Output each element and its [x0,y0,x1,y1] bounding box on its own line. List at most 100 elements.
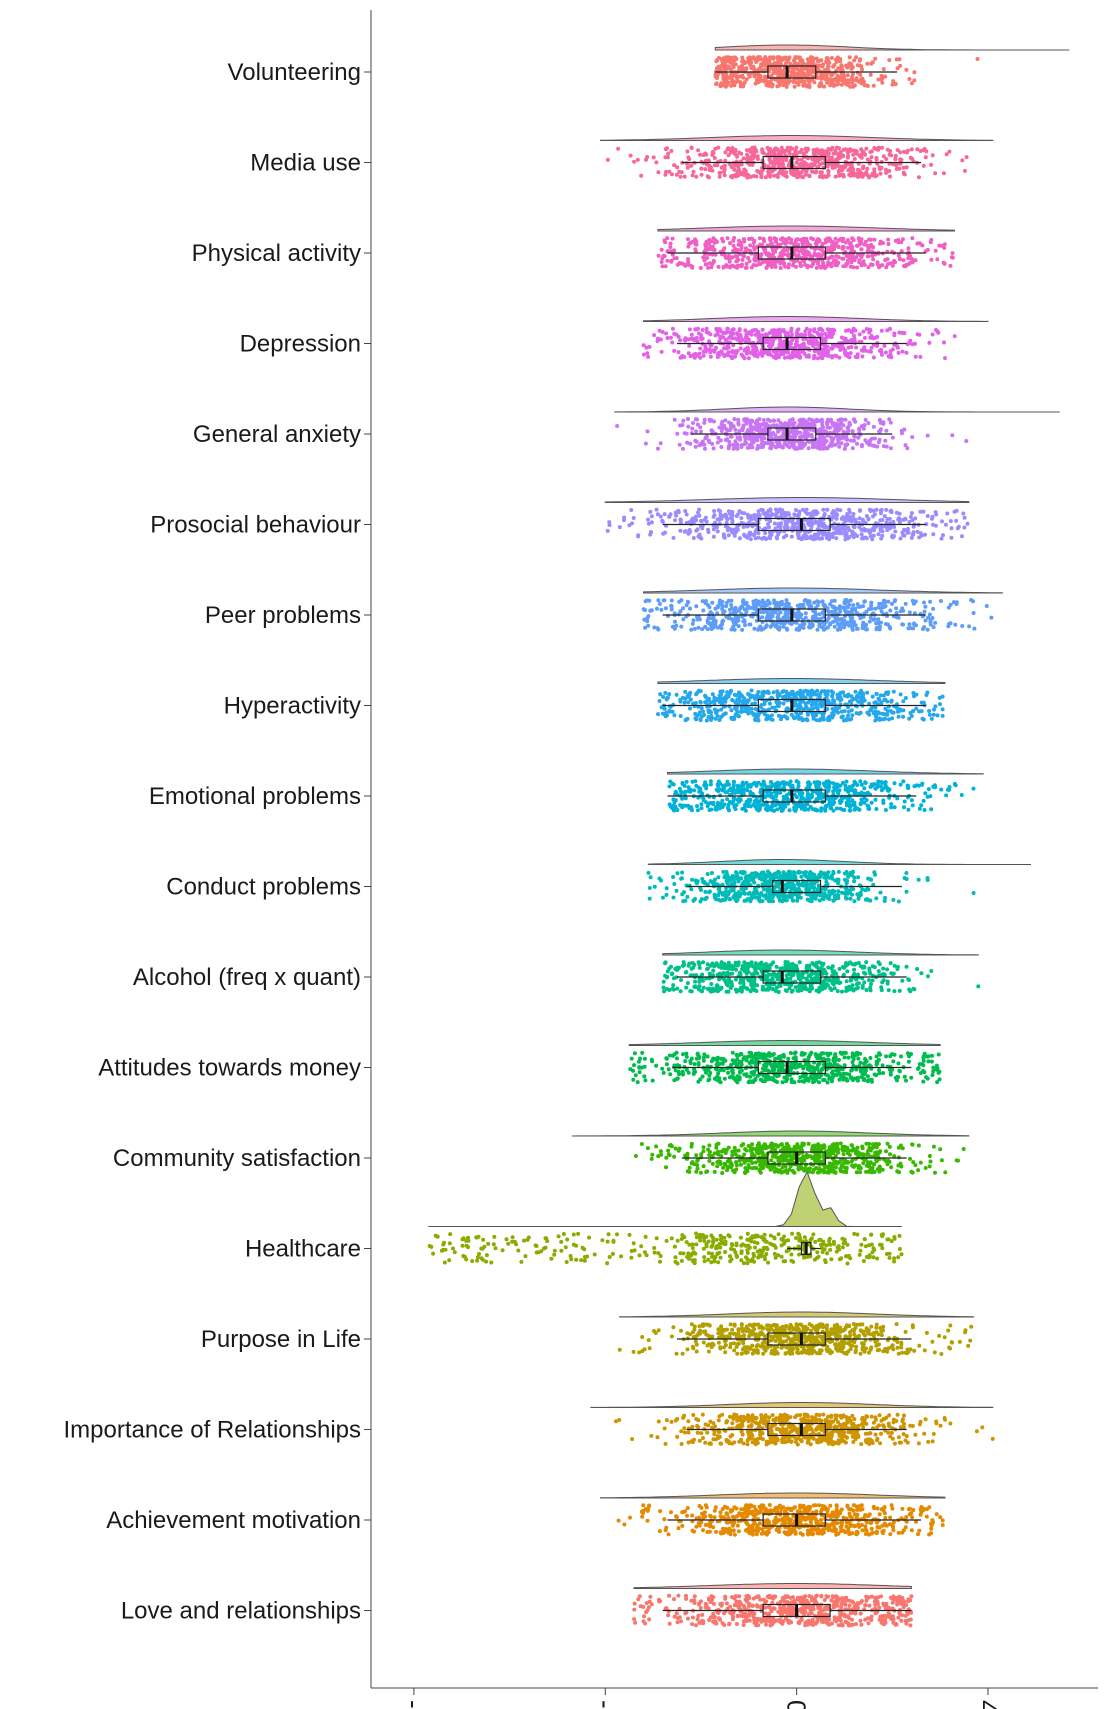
data-point [751,440,756,445]
data-point [858,508,862,513]
data-point [742,607,747,612]
data-point [735,527,740,532]
data-point [844,261,849,266]
data-point [768,79,773,84]
data-point [862,423,867,428]
data-point [865,61,870,66]
data-point [767,331,772,335]
data-point [872,237,877,242]
data-point [853,354,858,359]
data-point [791,263,795,268]
data-point [768,83,773,87]
data-point [852,434,857,439]
data-point [731,58,736,63]
data-point [816,261,820,266]
data-point [791,68,796,73]
data-point [816,348,821,353]
data-point [922,625,927,630]
data-point [906,246,911,251]
data-point [741,525,746,529]
data-point [812,329,817,334]
data-point [852,58,857,63]
density-cloud [599,135,994,141]
data-point [767,701,772,706]
data-point [838,77,843,82]
data-point [866,254,871,259]
data-point [816,710,821,715]
data-point [745,152,750,157]
data-point [887,516,892,521]
data-point [718,438,723,443]
data-point [850,625,855,630]
data-point [646,623,651,628]
data-point [798,55,802,60]
data-point [872,167,877,172]
data-point [869,155,874,160]
data-point [831,241,836,246]
data-point [931,606,936,611]
data-point [885,257,890,262]
data-point [757,351,762,356]
data-point [772,521,777,526]
data-point [950,255,955,260]
data-point [903,696,908,700]
data-point [835,512,839,517]
data-point [742,618,747,623]
data-point [686,155,691,160]
data-point [864,609,869,614]
data-point [812,158,817,163]
data-point [689,163,694,168]
data-point [654,160,659,165]
data-point [708,332,713,337]
data-point [960,534,964,539]
data-point [903,264,908,269]
data-point [693,444,698,449]
data-point [848,351,853,356]
data-point [904,350,909,355]
data-point [773,444,778,449]
data-point [810,169,815,174]
data-point [736,618,741,623]
density-cloud [599,1492,946,1499]
data-point [694,174,699,179]
data-point [846,605,850,610]
data-point [785,716,790,721]
data-point [781,624,786,629]
data-point [925,433,930,438]
data-point [663,606,668,611]
data-point [794,339,799,344]
data-point [920,716,925,721]
data-point [910,435,915,440]
data-point [838,59,843,64]
density-cloud [647,859,1032,865]
data-point [812,600,817,605]
data-point [692,626,697,631]
data-point [671,535,676,540]
data-point [858,154,863,159]
data-point [727,420,732,425]
data-point [702,420,707,425]
data-point [761,164,766,169]
data-point [743,705,748,710]
data-point [763,340,768,345]
data-point [784,240,789,245]
data-point [830,604,835,609]
data-point [827,155,832,160]
data-point [842,339,847,344]
data-point [681,446,685,451]
data-point [698,355,703,360]
data-point [786,236,791,241]
data-point [817,327,822,332]
data-point [891,260,896,265]
data-point [863,417,868,422]
data-point [735,169,740,174]
data-point [708,343,713,348]
data-point [839,441,844,446]
data-point [685,149,690,154]
data-point [781,240,786,245]
data-point [744,600,749,605]
data-point [845,437,850,442]
data-point [693,327,698,332]
data-point [710,150,715,154]
data-point [848,254,853,259]
